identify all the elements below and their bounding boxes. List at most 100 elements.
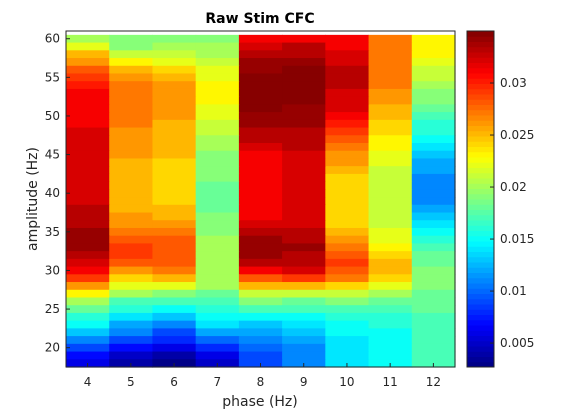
x-tick-label: 5: [127, 375, 135, 389]
heatmap-cell: [368, 158, 413, 167]
heatmap-cell: [66, 351, 110, 360]
heatmap-cell: [325, 204, 370, 214]
heatmap-cell: [66, 173, 110, 183]
heatmap-cell: [195, 65, 240, 75]
heatmap-cell: [282, 312, 326, 322]
colorbar-segment: [467, 340, 494, 347]
x-tick-label: 9: [300, 375, 308, 389]
heatmap-cell: [411, 119, 456, 129]
heatmap-cell: [282, 220, 326, 229]
heatmap-cell: [66, 50, 110, 59]
heatmap-cells: [66, 34, 456, 368]
heatmap-cell: [238, 258, 283, 268]
heatmap-cell: [282, 112, 326, 121]
heatmap-cell: [238, 166, 283, 175]
heatmap-cell: [325, 58, 370, 67]
colorbar-segment: [467, 361, 494, 368]
heatmap-cell: [282, 189, 326, 198]
x-tick-label: 12: [426, 375, 441, 389]
heatmap-cell: [325, 320, 370, 329]
heatmap-cell: [152, 127, 197, 136]
heatmap-cell: [66, 58, 110, 67]
heatmap-cell: [282, 258, 326, 268]
heatmap-cell: [325, 150, 370, 160]
colorbar-segment: [467, 330, 494, 336]
heatmap-cell: [152, 305, 197, 314]
heatmap-cell: [411, 143, 456, 152]
heatmap-cell: [109, 181, 154, 190]
heatmap-cell: [238, 312, 283, 322]
heatmap-cell: [152, 158, 197, 167]
heatmap-cell: [195, 88, 240, 98]
heatmap-cell: [109, 282, 154, 291]
heatmap-cell: [411, 251, 456, 260]
heatmap-cell: [282, 336, 326, 345]
heatmap-cell: [238, 173, 283, 183]
colorbar-segment: [467, 209, 494, 216]
heatmap-cell: [66, 42, 110, 51]
heatmap-cell: [238, 150, 283, 160]
heatmap-cell: [411, 274, 456, 283]
heatmap-cell: [411, 104, 456, 113]
heatmap-cell: [152, 297, 197, 306]
heatmap-cell: [238, 50, 283, 59]
heatmap-cell: [282, 305, 326, 314]
colorbar-segment: [467, 73, 494, 79]
heatmap-cell: [238, 112, 283, 121]
heatmap-cell: [195, 204, 240, 214]
heatmap-cell: [66, 289, 110, 299]
x-axis: 4 5 6 7 8 9 10 11 12: [84, 363, 441, 389]
heatmap-cell: [238, 297, 283, 306]
heatmap-cell: [152, 204, 197, 214]
heatmap-cell: [66, 127, 110, 136]
heatmap-cell: [109, 235, 154, 245]
heatmap-cell: [325, 297, 370, 306]
colorbar-segment: [467, 104, 494, 111]
heatmap-cell: [66, 65, 110, 75]
heatmap-cell: [152, 166, 197, 175]
heatmap-cell: [238, 181, 283, 190]
heatmap-cell: [282, 204, 326, 214]
heatmap-cell: [282, 282, 326, 291]
colorbar-segment: [467, 309, 494, 315]
heatmap-cell: [66, 181, 110, 190]
heatmap-cell: [368, 343, 413, 353]
heatmap-cell: [109, 112, 154, 121]
heatmap-cell: [152, 181, 197, 190]
heatmap-cell: [282, 251, 326, 260]
heatmap-cell: [368, 258, 413, 268]
heatmap-cell: [152, 135, 197, 144]
colorbar-segment: [467, 256, 494, 263]
heatmap-cell: [368, 297, 413, 306]
heatmap-cell: [238, 73, 283, 82]
heatmap-cell: [282, 81, 326, 90]
heatmap-cell: [325, 104, 370, 113]
heatmap-cell: [325, 235, 370, 245]
heatmap-cell: [195, 34, 240, 44]
heatmap-cell: [238, 96, 283, 105]
heatmap-cell: [238, 42, 283, 51]
heatmap-cell: [411, 88, 456, 98]
heatmap-cell: [195, 282, 240, 291]
heatmap-cell: [368, 104, 413, 113]
heatmap-cell: [325, 312, 370, 322]
colorbar-segment: [467, 262, 494, 268]
heatmap-cell: [325, 336, 370, 345]
heatmap-cell: [152, 65, 197, 75]
heatmap-cell: [411, 212, 456, 221]
heatmap-cell: [282, 289, 326, 299]
colorbar-segment: [467, 293, 494, 300]
heatmap-cell: [195, 320, 240, 329]
heatmap-cell: [368, 305, 413, 314]
heatmap-cell: [238, 143, 283, 152]
heatmap-cell: [368, 88, 413, 98]
heatmap-cell: [325, 81, 370, 90]
x-axis-label: phase (Hz): [222, 394, 298, 410]
heatmap-cell: [238, 251, 283, 260]
heatmap-cell: [109, 297, 154, 306]
colorbar-segment: [467, 251, 494, 258]
colorbar-segment: [467, 188, 494, 195]
colorbar: 0.005 0.01 0.015 0.02 0.025 0.03: [466, 30, 534, 368]
heatmap-cell: [368, 73, 413, 82]
colorbar-segment: [467, 52, 494, 58]
